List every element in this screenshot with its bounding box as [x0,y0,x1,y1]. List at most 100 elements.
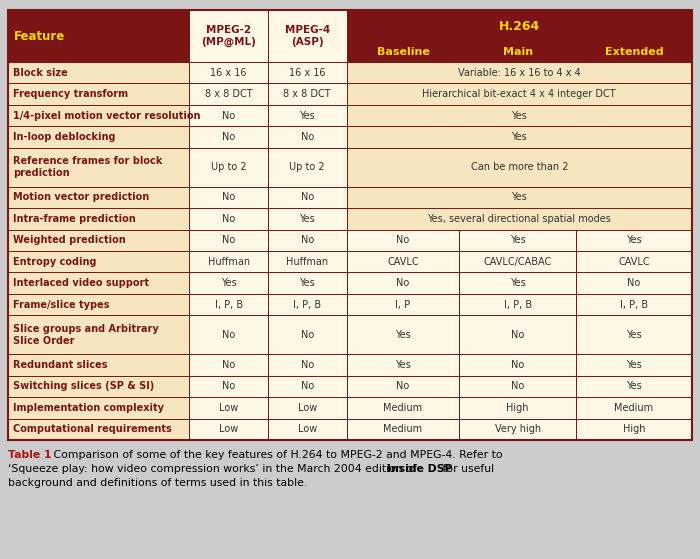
Bar [268,62,346,83]
Bar [268,83,346,105]
Text: Frame/slice types: Frame/slice types [13,300,109,310]
Bar [346,105,692,126]
Bar [575,315,692,354]
Text: No: No [511,381,524,391]
Text: 8 x 8 DCT: 8 x 8 DCT [205,89,253,99]
Text: Switching slices (SP & SI): Switching slices (SP & SI) [13,381,154,391]
Text: No: No [396,278,410,288]
Text: Yes: Yes [510,235,526,245]
Bar [189,126,268,148]
Text: Hierarchical bit-exact 4 x 4 integer DCT: Hierarchical bit-exact 4 x 4 integer DCT [423,89,616,99]
Bar [8,230,189,251]
Bar [459,251,575,272]
Bar [346,419,459,440]
Text: Yes: Yes [626,235,642,245]
Bar [268,354,346,376]
Text: No: No [300,381,314,391]
Text: Table 1: Table 1 [8,450,52,460]
Bar [268,272,346,294]
Bar [459,315,575,354]
Text: No: No [222,360,235,370]
Bar [268,294,346,315]
Text: Motion vector prediction: Motion vector prediction [13,192,149,202]
Bar [8,251,189,272]
Text: No: No [222,330,235,340]
Bar [189,83,268,105]
Text: H.264: H.264 [498,20,540,32]
Text: Frequency transform: Frequency transform [13,89,128,99]
Text: Yes, several directional spatial modes: Yes, several directional spatial modes [428,214,611,224]
Bar [459,230,575,251]
Text: Entropy coding: Entropy coding [13,257,97,267]
Text: Yes: Yes [220,278,237,288]
Bar [8,354,189,376]
Bar [189,230,268,251]
Text: Reference frames for block
prediction: Reference frames for block prediction [13,157,162,178]
Text: CAVLC/CABAC: CAVLC/CABAC [484,257,552,267]
Text: No: No [222,132,235,142]
Bar [8,62,189,83]
Bar [268,148,346,187]
Text: Slice groups and Arbitrary
Slice Order: Slice groups and Arbitrary Slice Order [13,324,159,345]
Bar [575,230,692,251]
Bar [8,376,189,397]
Text: High: High [506,403,528,413]
Text: Yes: Yes [395,360,411,370]
Bar [268,397,346,419]
Text: 16 x 16: 16 x 16 [289,68,326,78]
Text: No: No [222,235,235,245]
Text: Block size: Block size [13,68,68,78]
Bar [8,294,189,315]
Text: I, P, B: I, P, B [293,300,321,310]
Bar [8,315,189,354]
Bar [459,294,575,315]
Text: for useful: for useful [439,464,494,474]
Text: Can be more than 2: Can be more than 2 [470,162,568,172]
Bar [268,10,346,62]
Text: Yes: Yes [512,132,527,142]
Text: Medium: Medium [384,403,423,413]
Bar [346,208,692,230]
Text: Yes: Yes [510,278,526,288]
Text: No: No [222,214,235,224]
Bar [268,230,346,251]
Text: Yes: Yes [626,381,642,391]
Text: CAVLC: CAVLC [387,257,419,267]
Text: I, P, B: I, P, B [503,300,531,310]
Text: Inside DSP: Inside DSP [387,464,452,474]
Text: Interlaced video support: Interlaced video support [13,278,149,288]
Bar [346,354,459,376]
Bar [8,126,189,148]
Text: I, P: I, P [395,300,411,310]
Bar [346,148,692,187]
Text: No: No [300,132,314,142]
Text: Yes: Yes [300,278,315,288]
Text: Low: Low [219,424,238,434]
Bar [8,272,189,294]
Bar [459,272,575,294]
Bar [8,397,189,419]
Text: Yes: Yes [395,330,411,340]
Text: No: No [300,192,314,202]
Text: No: No [300,360,314,370]
Bar [268,315,346,354]
Bar [346,272,459,294]
Text: Yes: Yes [626,330,642,340]
Bar [189,294,268,315]
Text: ‘Squeeze play: how video compression works’ in the March 2004 edition of: ‘Squeeze play: how video compression wor… [8,464,421,474]
Text: Low: Low [219,403,238,413]
Bar [189,315,268,354]
Text: I, P, B: I, P, B [620,300,648,310]
Text: No: No [222,111,235,121]
Bar [459,376,575,397]
Bar [8,10,189,62]
Text: Medium: Medium [384,424,423,434]
Bar [8,83,189,105]
Bar [459,419,575,440]
Bar [8,105,189,126]
Bar [189,397,268,419]
Bar [346,187,692,208]
Bar [189,272,268,294]
Bar [189,251,268,272]
Text: Implementation complexity: Implementation complexity [13,403,164,413]
